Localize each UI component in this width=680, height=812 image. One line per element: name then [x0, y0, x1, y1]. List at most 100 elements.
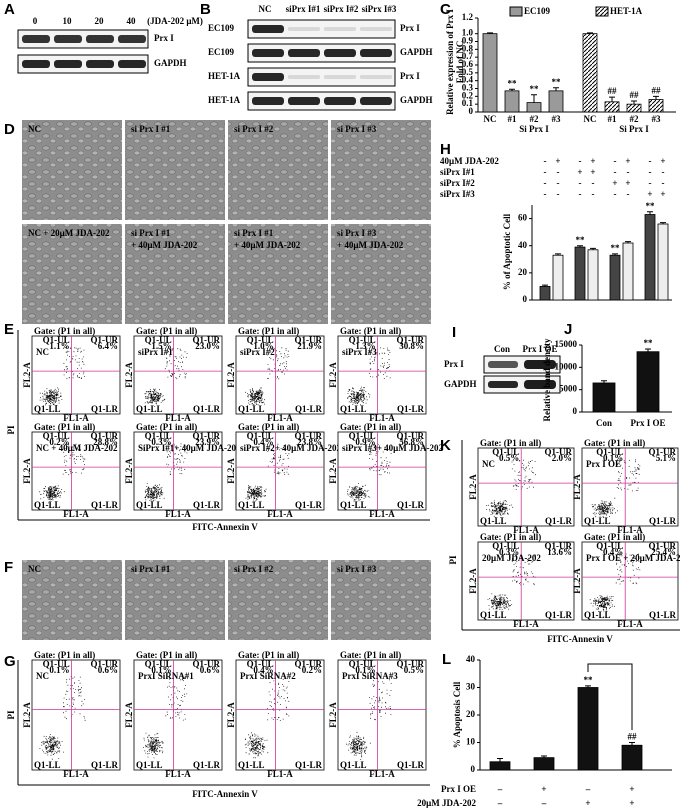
micrograph-label: si Prx I #3 — [337, 564, 377, 574]
quadrant-label: Q1-LR — [545, 516, 573, 526]
micrograph — [331, 224, 431, 324]
gate-label: Gate: (P1 in all) — [238, 650, 299, 660]
panel-letter: A — [4, 1, 15, 18]
quadrant-value: 0.3% — [499, 547, 519, 557]
quadrant-lines — [338, 432, 426, 510]
micrograph-label: + 40μM JDA-202 — [337, 240, 404, 250]
fl-axis: FL1-A — [513, 525, 539, 535]
plot-label: siPrx I#1 — [138, 347, 173, 357]
fl-axis: FL1-A — [267, 769, 293, 779]
group-label: Si Prx I — [619, 124, 649, 134]
y-tick-label: 0.8 — [462, 43, 474, 53]
dose-label: 20 — [95, 16, 105, 26]
quadrant-label: Q1-LL — [136, 500, 163, 510]
plot-frame — [235, 335, 325, 415]
quadrant-label: Q1-UL — [596, 541, 623, 551]
comparison-bracket — [587, 663, 633, 730]
quadrant-label: Q1-LR — [295, 404, 323, 414]
blot-band — [22, 60, 50, 68]
fl-axis: FL2-A — [124, 458, 134, 484]
quadrant-label: Q1-LL — [584, 516, 611, 526]
blot — [17, 29, 149, 49]
lane-label: Prx I OE — [523, 344, 558, 354]
plot-label: Prx I OE — [586, 459, 621, 469]
quadrant-value: 0.4% — [253, 437, 273, 447]
quadrant-label: Q1-LR — [397, 500, 425, 510]
flow-events — [347, 444, 392, 503]
quadrant-value: 0.2% — [49, 437, 69, 447]
quadrant-label: Q1-LR — [193, 500, 221, 510]
flow-events — [486, 459, 536, 518]
fl-axis: FL2-A — [328, 362, 338, 388]
quadrant-label: Q1-UR — [91, 431, 119, 441]
condition-sign: + — [660, 189, 665, 199]
quadrant-value: 2.0% — [552, 453, 572, 463]
quadrant-label: Q1-LL — [136, 760, 163, 770]
axis-label: FITC-Annexin V — [547, 634, 613, 644]
band-label: GAPDH — [400, 47, 433, 57]
condition-sign: + — [647, 189, 652, 199]
quadrant-label: Q1-LL — [340, 500, 367, 510]
error-bar — [553, 87, 559, 91]
bar — [587, 249, 599, 301]
blot-band — [324, 49, 356, 57]
quadrant-label: Q1-UR — [649, 541, 677, 551]
y-tick-label: 10 — [466, 737, 476, 747]
plot-label: NC — [36, 347, 49, 357]
condition-sign: - — [579, 178, 582, 188]
quadrant-value: 23.0% — [195, 341, 220, 351]
error-bar — [587, 32, 593, 34]
fl-axis: FL2-A — [124, 362, 134, 388]
quadrant-value: 0.1% — [603, 453, 623, 463]
fl-axis: FL2-A — [468, 568, 478, 594]
significance: ## — [630, 90, 640, 100]
micrograph-label: si Prx I #1 — [234, 228, 274, 238]
gate-label: Gate: (P1 in all) — [238, 422, 299, 432]
blot-band — [22, 35, 50, 43]
condition-sign: + — [590, 156, 595, 166]
blot-band — [54, 35, 82, 43]
cell-line: HET-1A — [208, 71, 241, 81]
blot-band — [324, 97, 356, 105]
lane-label: Con — [494, 344, 510, 354]
quadrant-label: Q1-LR — [397, 404, 425, 414]
micrograph-label: si Prx I #1 — [131, 228, 171, 238]
y-tick-label: 40 — [466, 654, 476, 664]
fl-axis: FL2-A — [226, 362, 236, 388]
bar — [489, 761, 511, 771]
blot-band — [360, 97, 392, 105]
quadrant-label: Q1-LR — [545, 610, 573, 620]
micrograph-label: si Prx I #1 — [131, 564, 171, 574]
quadrant-lines — [478, 448, 574, 526]
quadrant-label: Q1-UL — [247, 431, 274, 441]
panel-letter: D — [4, 121, 15, 138]
quadrant-value: 5.1% — [656, 453, 676, 463]
fl-axis: FL2-A — [328, 458, 338, 484]
gate-label: Gate: (P1 in all) — [340, 650, 401, 660]
quadrant-label: Q1-LR — [649, 516, 677, 526]
condition-sign: – — [585, 784, 591, 794]
gate-label: Gate: (P1 in all) — [584, 532, 645, 542]
bar — [582, 33, 598, 113]
axis-arrow — [17, 660, 430, 786]
bar — [609, 254, 621, 301]
micrograph — [22, 120, 122, 220]
condition-sign: - — [649, 178, 652, 188]
significance: ## — [652, 85, 662, 95]
axis-label: PI — [448, 555, 458, 564]
error-bar — [509, 88, 515, 91]
quadrant-label: Q1-UL — [349, 431, 376, 441]
x-tick-label: #1 — [608, 114, 618, 124]
quadrant-label: Q1-UR — [193, 659, 221, 669]
condition-sign: - — [649, 167, 652, 177]
axis-label: PI — [6, 425, 16, 434]
gate-label: Gate: (P1 in all) — [480, 532, 541, 542]
condition-label: 40μM JDA-202 — [440, 156, 499, 166]
quadrant-label: Q1-UR — [545, 447, 573, 457]
condition-sign: + — [629, 784, 634, 794]
error-bar — [631, 100, 637, 105]
condition-sign: + — [625, 156, 630, 166]
y-tick-label: 1.0 — [462, 28, 474, 38]
quadrant-label: Q1-UR — [545, 541, 573, 551]
